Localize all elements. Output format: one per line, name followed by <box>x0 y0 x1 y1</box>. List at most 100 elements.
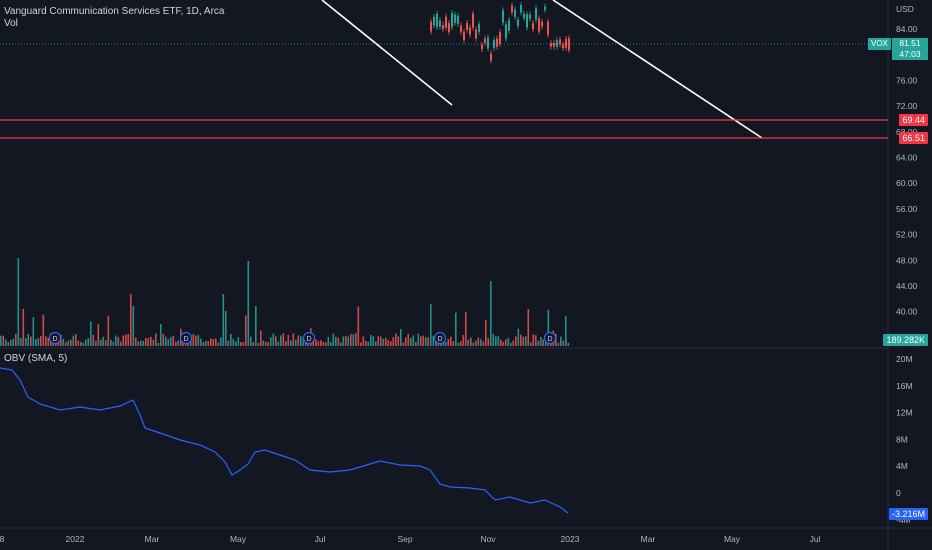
candle-body <box>472 13 474 28</box>
candle-body <box>454 14 456 23</box>
volume-bar <box>330 342 332 346</box>
volume-bar <box>377 336 380 346</box>
volume-bar <box>125 334 127 346</box>
obv-tick-label: 4M <box>896 461 908 471</box>
volume-bar <box>47 337 50 346</box>
svg-text:D: D <box>306 336 311 343</box>
volume-bar <box>400 328 402 346</box>
dividend-marker[interactable]: D <box>543 331 557 345</box>
candle-body <box>514 9 516 18</box>
volume-bar <box>232 338 235 346</box>
candle-body <box>481 44 483 50</box>
volume-bar <box>462 335 465 346</box>
volume-bar <box>375 341 377 346</box>
candle-body <box>559 39 561 45</box>
price-tick-label: 56.00 <box>896 204 918 214</box>
dividend-marker[interactable]: D <box>302 331 316 345</box>
volume-bar <box>165 336 167 346</box>
price-tick-label: 64.00 <box>896 153 918 163</box>
volume-bar <box>160 324 162 346</box>
candle-body <box>550 42 552 47</box>
candle-body <box>532 22 534 30</box>
volume-bar <box>102 336 105 346</box>
candle-body <box>562 44 564 49</box>
volume-bar <box>477 337 480 346</box>
candle-body <box>430 21 432 32</box>
volume-bar <box>520 334 522 346</box>
volume-bar <box>250 336 252 346</box>
volume-bar <box>532 334 535 346</box>
candle-body <box>502 10 504 23</box>
volume-bar <box>560 336 562 346</box>
volume-bar <box>450 336 452 346</box>
volume-bar <box>287 335 290 346</box>
volume-bar <box>285 341 287 346</box>
volume-bar <box>342 336 345 346</box>
dividend-marker[interactable]: D <box>433 331 447 345</box>
volume-bar <box>45 336 47 346</box>
volume-bar <box>95 340 97 346</box>
volume-bar <box>227 340 230 346</box>
time-tick-label: Jul <box>315 534 326 544</box>
volume-bar <box>217 342 220 346</box>
volume-bar <box>515 336 517 346</box>
time-tick-label: Mar <box>145 534 160 544</box>
volume-bar <box>417 333 420 346</box>
volume-bar <box>202 341 205 346</box>
price-tick-label: 60.00 <box>896 178 918 188</box>
candle-body <box>457 15 459 24</box>
volume-bar <box>62 338 65 346</box>
volume-bar <box>502 341 505 346</box>
volume-bar <box>357 306 360 346</box>
volume-bar <box>500 339 502 346</box>
volume-bar <box>0 335 2 346</box>
volume-bar <box>200 338 202 346</box>
obv-tag: -3.216M <box>888 508 928 520</box>
volume-bar <box>105 340 107 346</box>
volume-bar <box>187 341 190 346</box>
candle-body <box>553 42 555 47</box>
trend-line-right[interactable] <box>552 0 763 139</box>
volume-bar <box>467 339 470 346</box>
symbol-tag: VOX <box>868 38 891 50</box>
volume-bar <box>90 321 92 346</box>
volume-bar <box>252 342 255 346</box>
obv-tick-label: 8M <box>896 434 908 444</box>
volume-bar <box>42 314 45 346</box>
volume-bar <box>327 337 330 346</box>
volume-bar <box>362 336 365 346</box>
trend-line-left[interactable] <box>321 0 453 106</box>
volume-bar <box>277 341 280 346</box>
volume-bar <box>70 339 72 346</box>
time-axis: 8 2022 Mar May Jul Sep Nov 2023 Mar May Jul <box>0 534 821 544</box>
volume-bar <box>475 340 477 346</box>
volume-bar <box>302 337 305 346</box>
volume-bar <box>465 312 467 346</box>
volume-bar <box>65 342 67 346</box>
volume-bar <box>262 340 265 346</box>
volume-bar <box>32 317 35 346</box>
volume-bar <box>320 340 322 346</box>
volume-bar <box>132 306 135 346</box>
volume-bar <box>225 311 227 346</box>
volume-bar <box>540 336 542 346</box>
volume-bar <box>335 336 337 346</box>
dividend-marker[interactable]: D <box>48 331 62 345</box>
volume-bar <box>292 333 295 346</box>
volume-bar <box>205 340 207 346</box>
time-tick-label: May <box>230 534 247 544</box>
volume-bar <box>315 339 317 346</box>
volume-bar <box>290 340 292 346</box>
volume-bar <box>492 333 495 346</box>
dividend-marker[interactable]: D <box>179 331 193 345</box>
candle-body <box>544 6 546 10</box>
volume-bar <box>195 335 197 346</box>
volume-bar <box>140 340 142 346</box>
volume-bar <box>332 333 335 346</box>
volume-bar <box>525 336 527 346</box>
volume-bar <box>130 294 132 346</box>
volume-bar <box>447 338 450 346</box>
volume-bar <box>77 340 80 346</box>
